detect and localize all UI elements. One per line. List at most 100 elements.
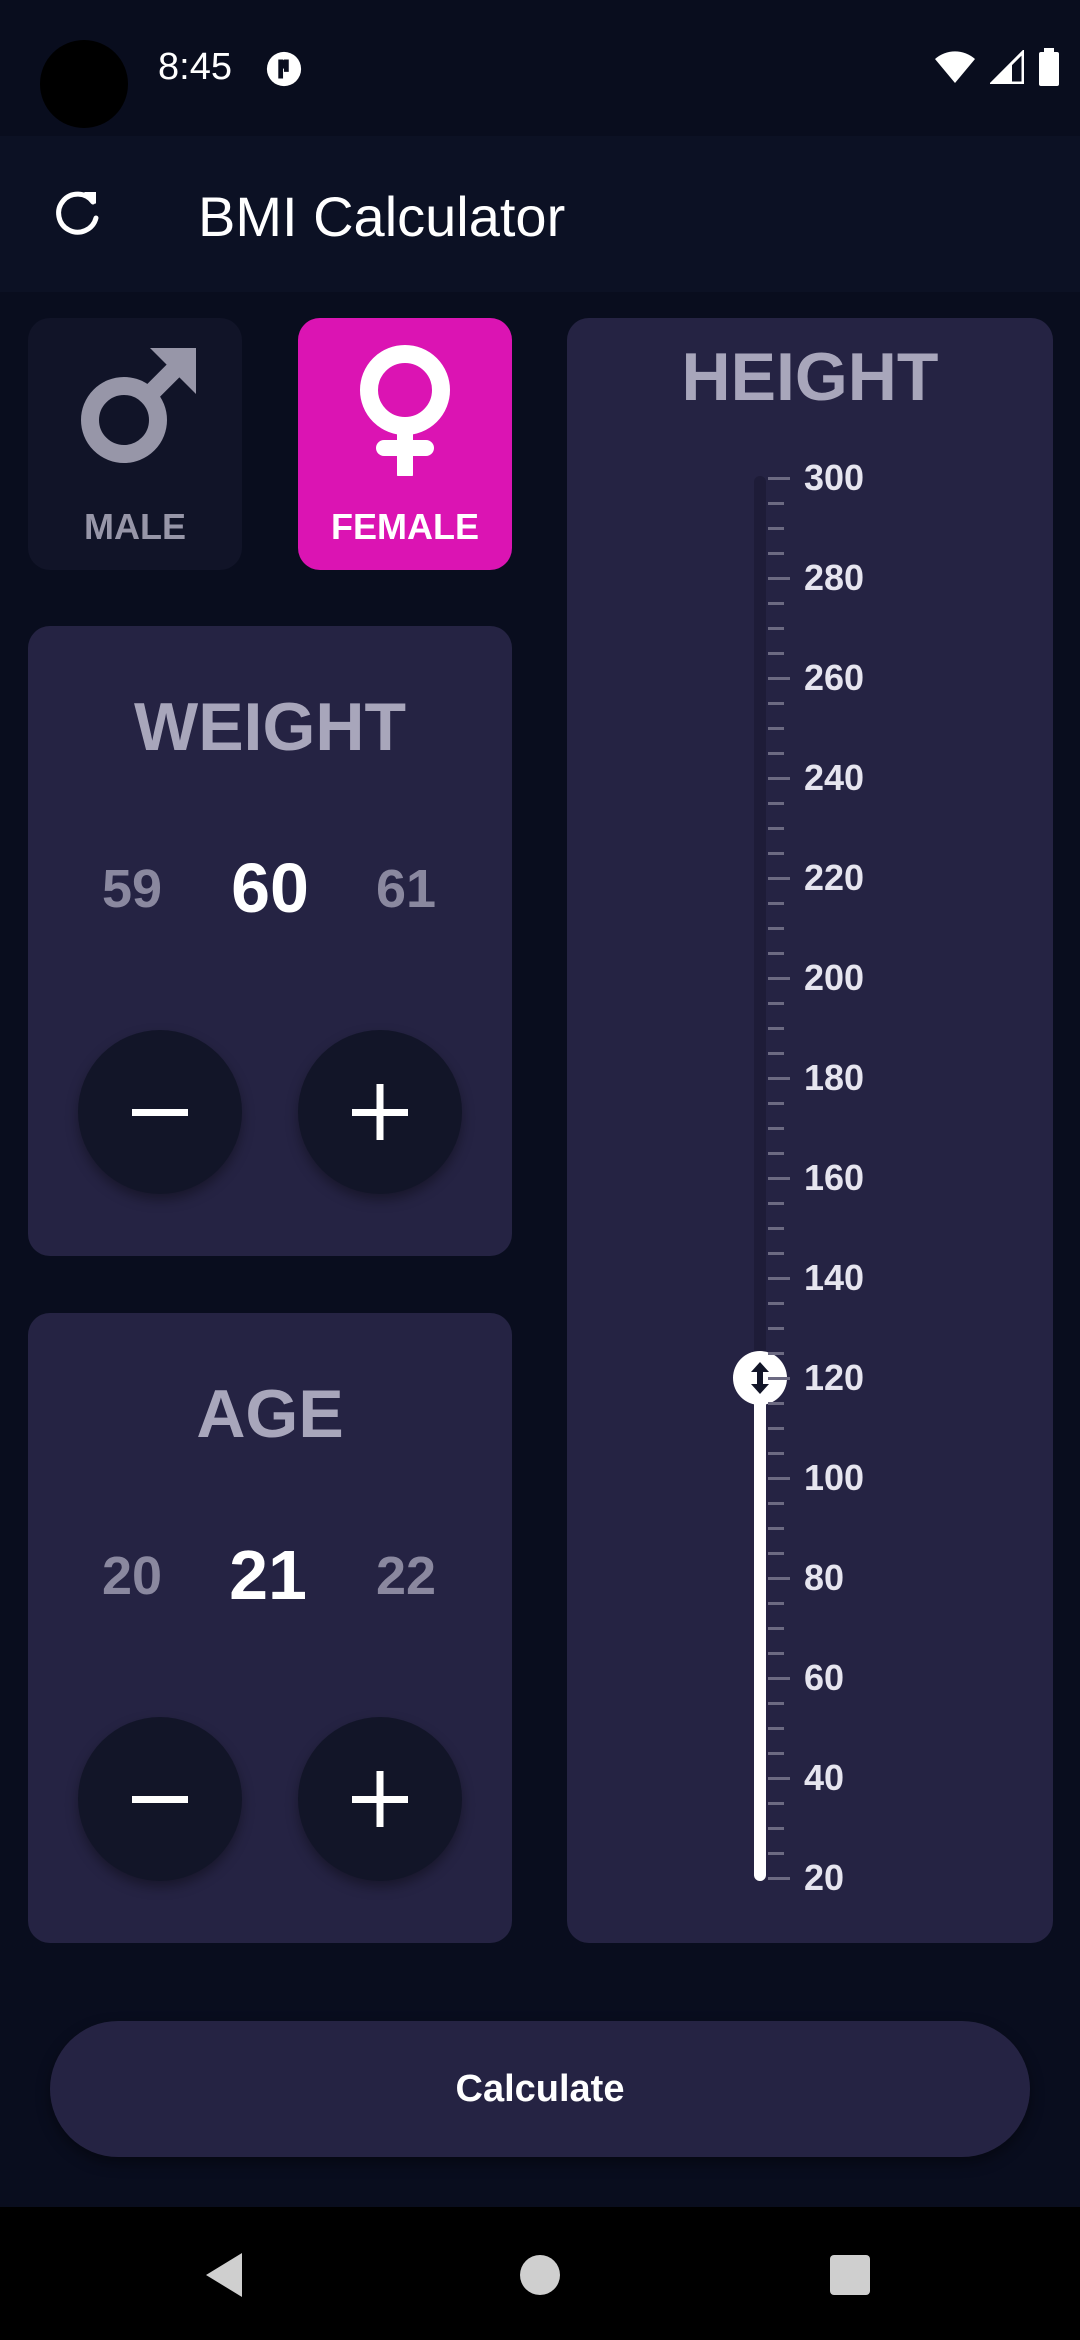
notification-icon xyxy=(266,51,302,87)
battery-icon xyxy=(1039,48,1059,86)
male-label: MALE xyxy=(84,506,186,547)
height-tick xyxy=(768,1302,784,1305)
height-tick xyxy=(768,1677,790,1680)
recents-icon[interactable] xyxy=(822,2247,878,2303)
height-tick xyxy=(768,1627,784,1630)
height-tick-label: 100 xyxy=(804,1457,865,1498)
height-tick xyxy=(768,652,784,655)
height-tick xyxy=(768,602,784,605)
age-card: AGE 20 21 22 xyxy=(28,1313,512,1943)
height-tick xyxy=(768,1527,784,1530)
height-tick xyxy=(768,1652,784,1655)
height-tick xyxy=(768,1827,784,1830)
height-tick xyxy=(768,527,784,530)
height-tick xyxy=(768,552,784,555)
height-tick xyxy=(768,1877,790,1880)
height-tick xyxy=(768,1377,790,1380)
app-title: BMI Calculator xyxy=(198,185,566,248)
height-tick-label: 280 xyxy=(804,557,865,598)
height-tick-label: 120 xyxy=(804,1357,865,1398)
height-tick-label: 260 xyxy=(804,657,865,698)
height-tick xyxy=(768,1502,784,1505)
weight-prev-value[interactable]: 59 xyxy=(101,859,163,919)
height-tick xyxy=(768,677,790,680)
height-tick xyxy=(768,1452,784,1455)
height-slider-thumb[interactable] xyxy=(733,1351,787,1405)
height-tick xyxy=(768,1802,784,1805)
height-tick xyxy=(768,1602,784,1605)
height-tick xyxy=(768,1327,784,1330)
male-symbol-icon xyxy=(81,348,196,463)
height-tick-label: 40 xyxy=(804,1757,845,1798)
age-title: AGE xyxy=(196,1376,344,1452)
plus-icon xyxy=(352,1771,408,1827)
height-tick xyxy=(768,1052,784,1055)
height-tick xyxy=(768,777,790,780)
height-tick xyxy=(768,802,784,805)
height-tick xyxy=(768,827,784,830)
height-tick xyxy=(768,477,790,480)
female-label: FEMALE xyxy=(331,506,479,547)
height-tick xyxy=(768,1477,790,1480)
calculate-button[interactable]: Calculate xyxy=(50,2021,1030,2157)
height-tick xyxy=(768,577,790,580)
home-icon[interactable] xyxy=(512,2247,568,2303)
minus-icon xyxy=(132,1796,188,1803)
age-current-value: 21 xyxy=(229,1536,307,1614)
height-tick xyxy=(768,1577,790,1580)
height-tick xyxy=(768,627,784,630)
refresh-icon[interactable] xyxy=(50,186,106,242)
height-tick xyxy=(768,977,790,980)
height-title: HEIGHT xyxy=(681,339,939,415)
vertical-arrows-icon xyxy=(751,1362,769,1394)
height-tick xyxy=(768,1252,784,1255)
age-next-value[interactable]: 22 xyxy=(375,1546,437,1606)
female-symbol-icon xyxy=(360,345,450,476)
status-time: 8:45 xyxy=(158,46,232,88)
age-increment-button[interactable] xyxy=(298,1717,462,1881)
status-bar: 8:45 xyxy=(0,0,1080,136)
height-tick-label: 140 xyxy=(804,1257,865,1298)
height-tick xyxy=(768,1002,784,1005)
camera-cutout xyxy=(40,40,128,128)
height-tick xyxy=(768,727,784,730)
height-tick xyxy=(768,1352,784,1355)
age-prev-value[interactable]: 20 xyxy=(101,1546,163,1606)
height-tick xyxy=(768,1127,784,1130)
height-tick-label: 20 xyxy=(804,1857,845,1898)
height-tick xyxy=(768,927,784,930)
height-tick-label: 300 xyxy=(804,457,865,498)
height-tick xyxy=(768,1277,790,1280)
minus-icon xyxy=(132,1109,188,1116)
height-tick xyxy=(768,877,790,880)
height-tick xyxy=(768,502,784,505)
height-tick-label: 240 xyxy=(804,757,865,798)
weight-next-value[interactable]: 61 xyxy=(375,859,437,919)
height-card: HEIGHT xyxy=(567,318,1053,1943)
calculate-label: Calculate xyxy=(455,2067,625,2110)
height-tick xyxy=(768,952,784,955)
back-icon[interactable] xyxy=(198,2247,254,2303)
age-decrement-button[interactable] xyxy=(78,1717,242,1881)
weight-decrement-button[interactable] xyxy=(78,1030,242,1194)
height-tick xyxy=(768,702,784,705)
height-tick xyxy=(768,1752,784,1755)
female-gender-button[interactable]: FEMALE xyxy=(298,318,512,570)
height-tick-label: 80 xyxy=(804,1557,845,1598)
male-gender-button[interactable]: MALE xyxy=(28,318,242,570)
height-tick xyxy=(768,752,784,755)
height-tick xyxy=(768,1177,790,1180)
height-tick xyxy=(768,1102,784,1105)
status-icons xyxy=(934,48,1060,86)
height-tick xyxy=(768,1702,784,1705)
height-tick xyxy=(768,902,784,905)
weight-card: WEIGHT 59 60 61 xyxy=(28,626,512,1256)
height-tick xyxy=(768,1852,784,1855)
height-tick xyxy=(768,1402,784,1405)
weight-increment-button[interactable] xyxy=(298,1030,462,1194)
height-tick-label: 60 xyxy=(804,1657,845,1698)
height-tick xyxy=(768,1727,784,1730)
height-tick xyxy=(768,1777,790,1780)
height-tick xyxy=(768,1552,784,1555)
height-tick xyxy=(768,1227,784,1230)
